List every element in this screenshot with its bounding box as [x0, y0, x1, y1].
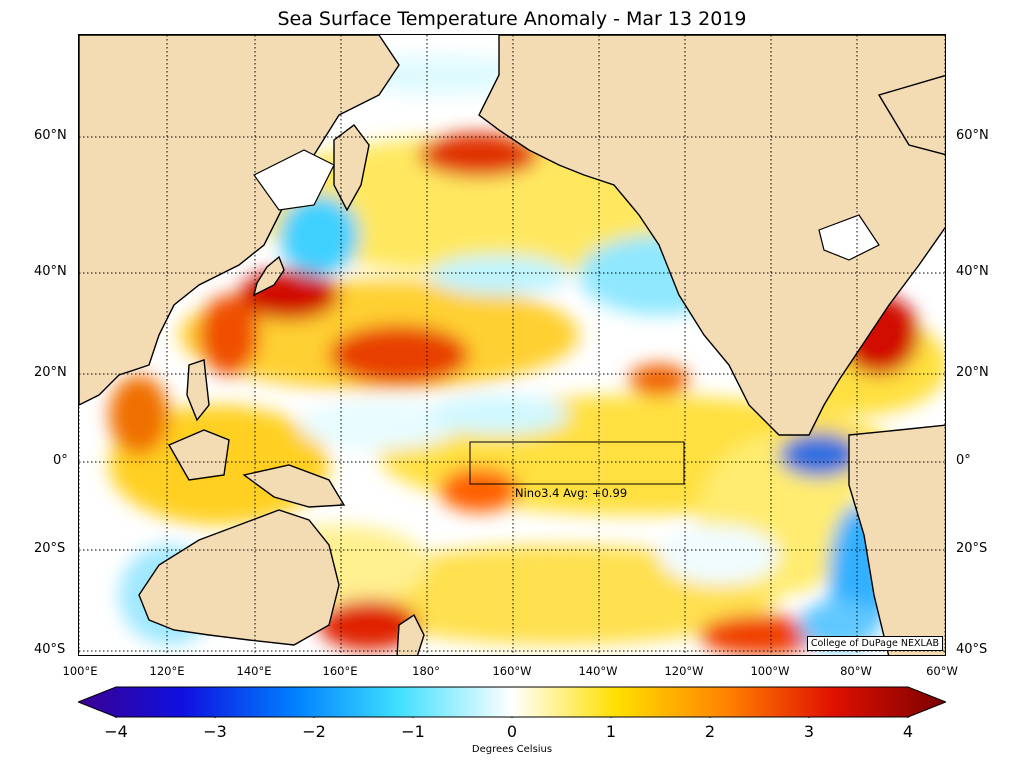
- lat-label-eq-right: 0°: [956, 453, 971, 468]
- lon-label-100e: 100°E: [62, 664, 98, 678]
- graticule: [79, 35, 945, 655]
- colorbar: [78, 686, 946, 718]
- colorbar-tick: 0: [506, 722, 518, 741]
- lat-label-60n-left: 60°N: [34, 128, 67, 143]
- lon-label-120w: 120°W: [664, 664, 704, 678]
- nino34-box: [469, 441, 685, 485]
- lon-label-100w: 100°W: [750, 664, 790, 678]
- lat-label-20s-left: 20°S: [34, 541, 66, 556]
- colorbar-tick: −3: [203, 722, 227, 741]
- lat-label-20n-left: 20°N: [34, 365, 67, 380]
- colorbar-tick: 3: [803, 722, 815, 741]
- lon-label-120e: 120°E: [149, 664, 185, 678]
- lat-label-eq-left: 0°: [53, 453, 68, 468]
- lon-label-80w: 80°W: [840, 664, 872, 678]
- colorbar-tick: −2: [302, 722, 326, 741]
- credit-label: College of DuPage NEXLAB: [806, 636, 943, 651]
- lon-label-160w: 160°W: [492, 664, 532, 678]
- lon-label-160e: 160°E: [322, 664, 358, 678]
- colorbar-tick: −1: [401, 722, 425, 741]
- land-masses: [79, 35, 945, 655]
- colorbar-label: Degrees Celsius: [471, 744, 553, 755]
- colorbar-tick: 4: [902, 722, 914, 741]
- nino34-label: Nino3.4 Avg: +0.99: [515, 486, 628, 500]
- lat-label-20s-right: 20°S: [956, 541, 988, 556]
- sst-anomaly-field: [79, 35, 945, 655]
- lat-label-40s-left: 40°S: [34, 642, 66, 657]
- lon-label-180: 180°: [412, 664, 440, 678]
- sst-map: Nino3.4 Avg: +0.99 College of DuPage NEX…: [78, 34, 946, 656]
- lat-label-40n-right: 40°N: [956, 264, 989, 279]
- lon-label-140w: 140°W: [578, 664, 618, 678]
- lon-label-60w: 60°W: [926, 664, 958, 678]
- lat-label-40s-right: 40°S: [956, 642, 988, 657]
- lat-label-60n-right: 60°N: [956, 128, 989, 143]
- colorbar-tick: 1: [605, 722, 617, 741]
- lon-label-140e: 140°E: [236, 664, 272, 678]
- lat-label-20n-right: 20°N: [956, 365, 989, 380]
- lat-label-40n-left: 40°N: [34, 264, 67, 279]
- map-title: Sea Surface Temperature Anomaly - Mar 13…: [277, 8, 747, 30]
- colorbar-tick: −4: [104, 722, 128, 741]
- colorbar-tick: 2: [704, 722, 716, 741]
